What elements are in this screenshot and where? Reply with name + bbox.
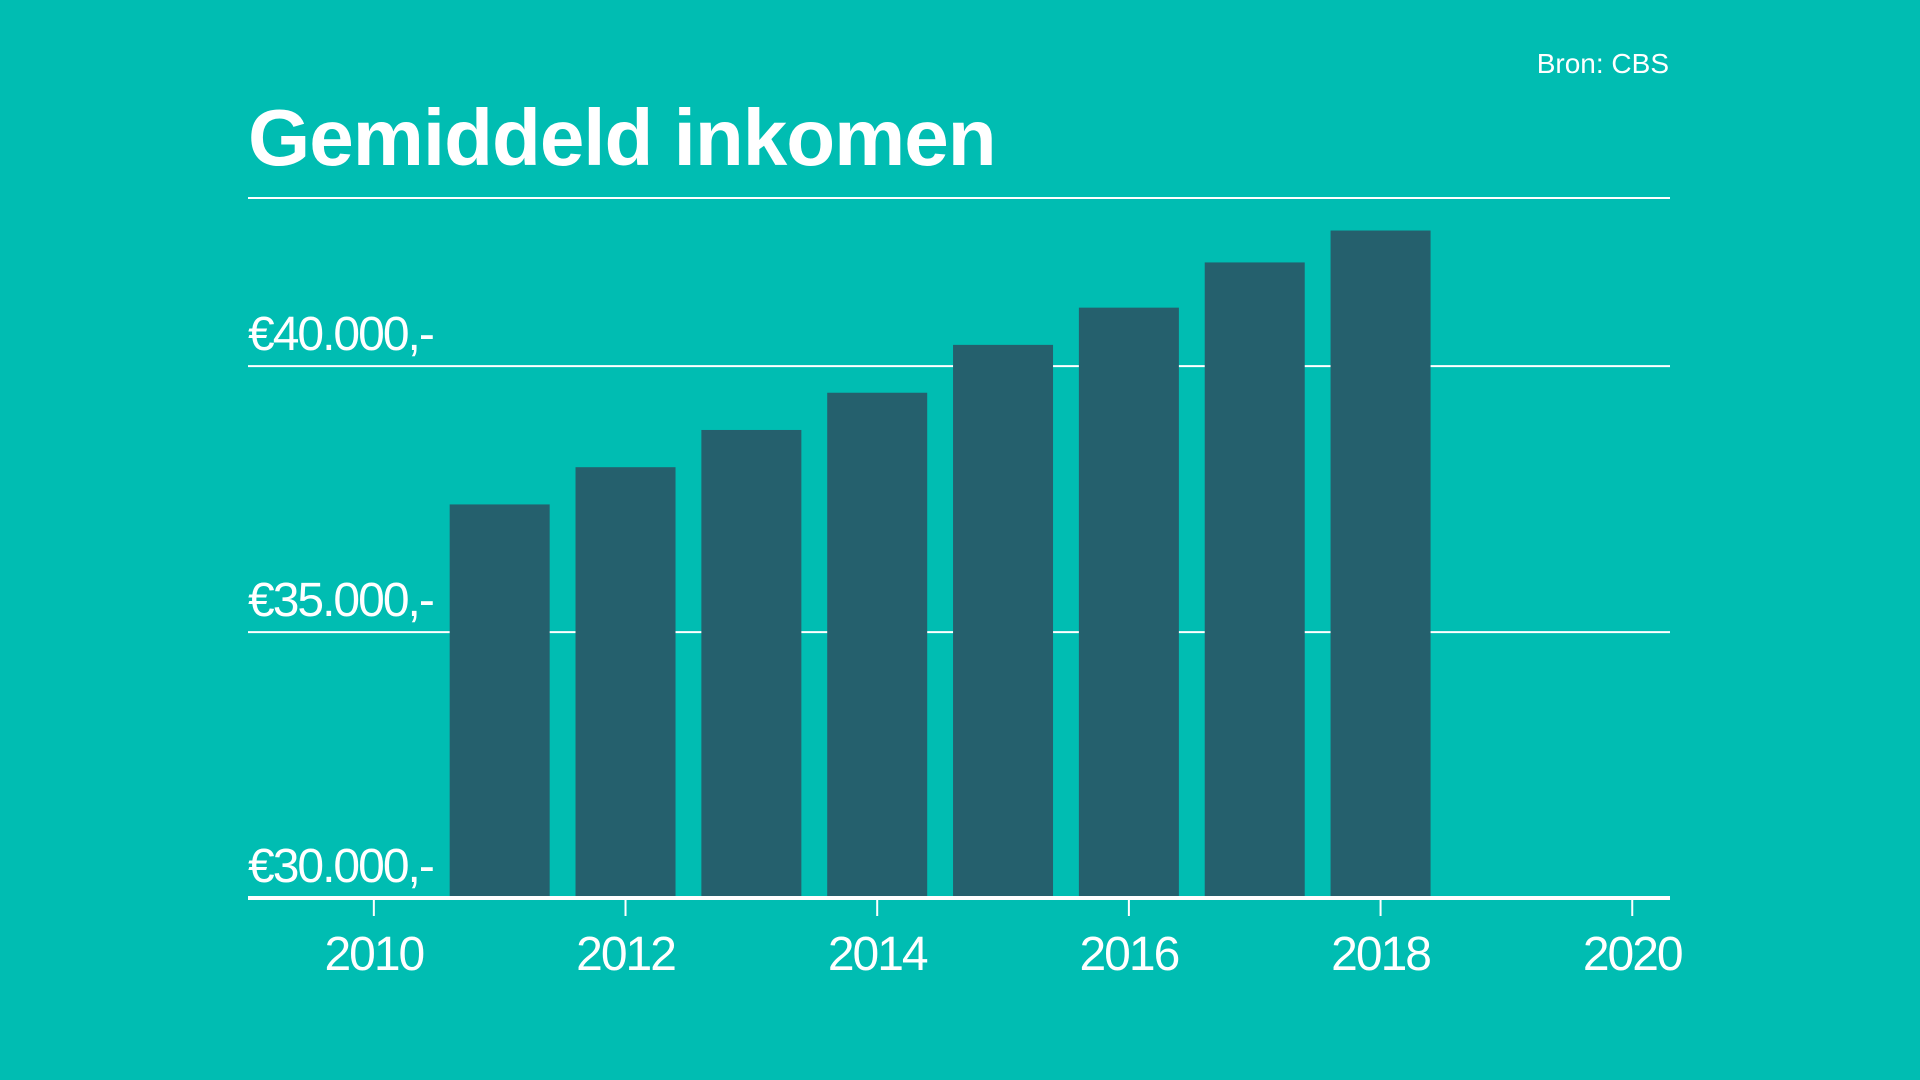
x-tick-label: 2018	[1331, 928, 1430, 981]
source-label: Bron: CBS	[1536, 48, 1669, 79]
y-tick-label: €40.000,-	[248, 308, 433, 361]
bar	[1204, 262, 1305, 899]
bar	[449, 504, 550, 898]
bar	[953, 344, 1054, 898]
x-tick-label: 2020	[1583, 928, 1682, 981]
x-tick-label: 2016	[1079, 928, 1178, 981]
x-tick-label: 2010	[324, 928, 423, 981]
title-divider	[248, 197, 1670, 199]
x-tick-label: 2014	[828, 928, 928, 981]
y-tick-label: €35.000,-	[248, 574, 433, 627]
bar	[701, 429, 802, 898]
bar	[1078, 307, 1179, 899]
bar	[575, 467, 676, 898]
bar	[827, 392, 928, 898]
chart-title: Gemiddeld inkomen	[248, 93, 997, 182]
bar	[1330, 230, 1431, 898]
x-tick-label: 2012	[576, 928, 675, 981]
y-tick-label: €30.000,-	[248, 840, 433, 893]
